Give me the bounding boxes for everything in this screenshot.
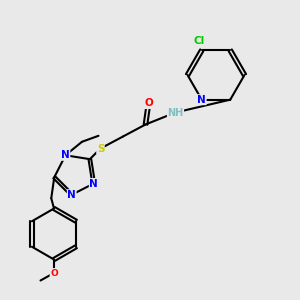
Text: NH: NH xyxy=(167,107,184,118)
Text: S: S xyxy=(97,143,104,154)
Text: N: N xyxy=(89,178,98,188)
Text: O: O xyxy=(144,98,153,109)
Text: N: N xyxy=(61,150,70,160)
Text: N: N xyxy=(197,95,206,105)
Text: Cl: Cl xyxy=(194,36,205,46)
Text: O: O xyxy=(50,268,58,278)
Text: N: N xyxy=(67,190,76,200)
